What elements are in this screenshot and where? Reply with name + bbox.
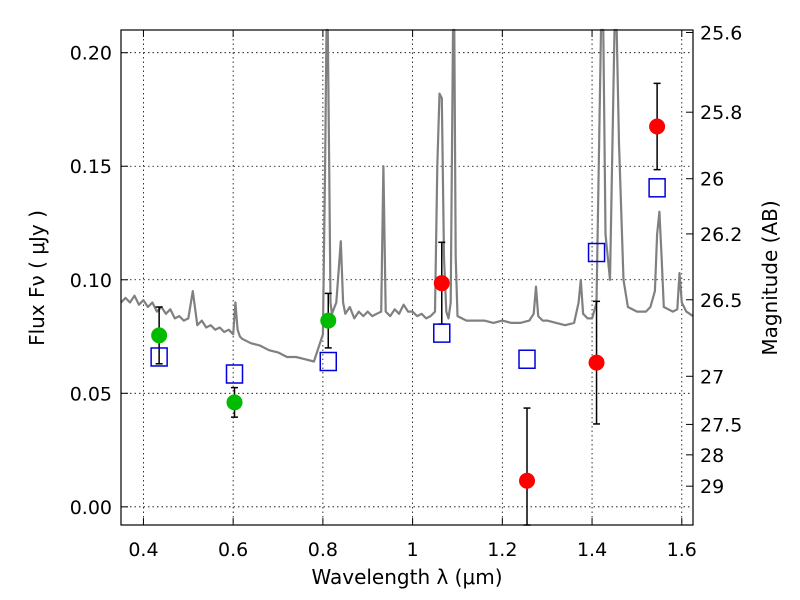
y-tick-label: 0.15 bbox=[70, 156, 112, 178]
data-point-circle bbox=[433, 275, 450, 292]
data-point-circle bbox=[320, 312, 337, 329]
data-point-square bbox=[225, 364, 244, 384]
data-point-square bbox=[518, 349, 536, 369]
y-tick-label: 0.10 bbox=[70, 270, 112, 292]
right-tick-label: 27 bbox=[700, 366, 724, 388]
data-point-circle bbox=[519, 472, 536, 489]
x-axis-ticks: 0.4 0.6 0.8 1 1.2 1.4 1.6 bbox=[128, 30, 697, 561]
data-point-square bbox=[433, 323, 451, 343]
data-points bbox=[150, 118, 666, 489]
y-tick-label: 0.00 bbox=[70, 497, 112, 519]
right-tick-label: 28 bbox=[700, 445, 724, 467]
data-point-square bbox=[648, 178, 666, 198]
x-axis-label: Wavelength λ (μm) bbox=[311, 565, 502, 589]
data-point-circle bbox=[649, 118, 666, 135]
right-tick-label: 26.2 bbox=[700, 224, 742, 246]
right-axis-ticks: 25.6 25.8 26 26.2 26.5 27 27.5 28 29 bbox=[686, 22, 742, 498]
y-axis-ticks: 0.00 0.05 0.10 0.15 0.20 bbox=[70, 43, 128, 519]
right-tick-label: 27.5 bbox=[700, 414, 742, 436]
data-point-square bbox=[319, 351, 338, 372]
grid-lines bbox=[121, 30, 693, 525]
y-tick-label: 0.05 bbox=[70, 383, 112, 405]
right-tick-label: 29 bbox=[700, 476, 724, 498]
data-point-circle bbox=[588, 354, 605, 371]
x-tick-label: 1.2 bbox=[487, 539, 517, 561]
x-tick-label: 1.6 bbox=[667, 539, 697, 561]
right-tick-label: 26.5 bbox=[700, 290, 742, 312]
right-tick-label: 25.8 bbox=[700, 102, 742, 124]
y-tick-label: 0.20 bbox=[70, 43, 112, 65]
x-tick-label: 0.6 bbox=[218, 539, 248, 561]
plot-frame bbox=[120, 29, 694, 526]
x-tick-label: 1 bbox=[407, 539, 419, 561]
x-tick-label: 1.4 bbox=[577, 539, 607, 561]
x-tick-label: 0.8 bbox=[308, 539, 338, 561]
right-tick-label: 26 bbox=[700, 169, 724, 191]
plot-background bbox=[121, 30, 693, 525]
right-axis-label: Magnitude (AB) bbox=[758, 200, 782, 355]
data-point-circle bbox=[226, 394, 243, 411]
right-tick-label: 25.6 bbox=[700, 22, 742, 44]
x-tick-label: 0.4 bbox=[128, 539, 158, 561]
spectrum-line bbox=[120, 28, 694, 363]
y-axis-label: Flux Fν ( μJy ) bbox=[25, 210, 49, 346]
model-spectrum bbox=[120, 28, 694, 363]
data-point-square bbox=[587, 242, 606, 263]
data-point-circle bbox=[151, 327, 168, 344]
data-point-square bbox=[150, 347, 168, 367]
